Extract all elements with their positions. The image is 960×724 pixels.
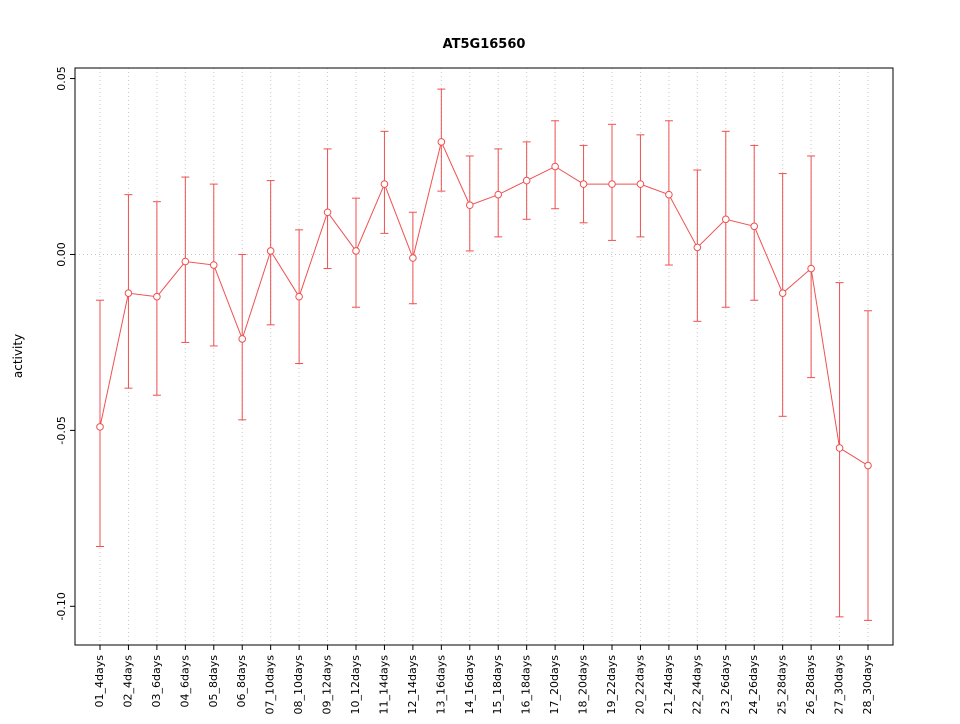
x-tick-label: 10_12days: [349, 655, 362, 715]
x-tick-label: 08_10days: [292, 655, 305, 715]
x-tick-label: 03_6days: [150, 655, 163, 708]
data-point: [494, 190, 503, 199]
x-tick-label: 23_26days: [719, 655, 732, 715]
x-tick-label: 18_20days: [577, 655, 590, 715]
plot-area: 0.05 0.00 -0.05 -0.10 01_4days 02_4days 03_6da…: [55, 66, 894, 715]
data-point: [750, 222, 759, 231]
data-point: [522, 176, 531, 185]
y-tick-label: -0.05: [55, 416, 68, 444]
x-tick-label: 20_22days: [633, 655, 646, 715]
x-tick-label: 17_20days: [548, 655, 561, 715]
x-tick-label: 06_8days: [235, 655, 248, 708]
data-point: [124, 289, 133, 297]
data-point: [465, 201, 474, 210]
x-tick-label: 01_4days: [93, 655, 106, 708]
data-point: [323, 208, 332, 217]
data-point: [579, 180, 588, 188]
x-tick-label: 05_8days: [207, 655, 220, 708]
data-point: [238, 335, 247, 343]
data-point: [266, 247, 275, 255]
data-point: [181, 257, 190, 266]
x-tick-label: 27_30days: [833, 655, 846, 715]
chart-title: AT5G16560: [443, 37, 526, 52]
x-tick-label: 28_30days: [861, 655, 874, 715]
x-tick-label: 04_6days: [178, 655, 191, 708]
x-tick-label: 14_16days: [463, 655, 476, 715]
x-tick-label: 09_12days: [321, 655, 334, 715]
x-tick-label: 22_24days: [690, 655, 703, 715]
x-tick-label: 07_10days: [264, 655, 277, 715]
data-point: [693, 243, 702, 252]
series-line: [99, 140, 869, 466]
y-tick-label: -0.10: [55, 592, 68, 620]
data-point: [153, 292, 161, 301]
x-tick-label: 15_18days: [491, 655, 504, 715]
data-point: [209, 261, 218, 269]
data-point: [409, 254, 417, 262]
data-point: [551, 162, 559, 171]
y-tick-label: 0.00: [55, 242, 68, 267]
data-point: [807, 264, 815, 273]
x-tick-label: 12_14days: [406, 655, 419, 715]
x-tick-label: 16_18days: [520, 655, 533, 715]
data-point: [608, 180, 616, 188]
plot-border: [74, 67, 894, 646]
x-tick-label: 19_22days: [605, 655, 618, 715]
x-tick-label: 11_14days: [377, 655, 390, 715]
data-point: [721, 215, 730, 224]
data-point: [636, 180, 645, 188]
data-point: [864, 461, 872, 470]
y-tick-label: 0.05: [55, 66, 68, 91]
x-tick-label: 26_28days: [804, 655, 817, 715]
data-point: [380, 180, 389, 188]
data-point: [665, 190, 673, 199]
data-point: [352, 247, 360, 255]
y-axis-label: activity: [11, 334, 25, 378]
data-point: [835, 444, 844, 452]
data-point: [437, 138, 446, 146]
data-point: [778, 289, 787, 297]
data-point: [295, 292, 303, 301]
x-tick-label: 25_28days: [776, 655, 789, 715]
x-tick-label: 13_16days: [434, 655, 447, 715]
x-tick-label: 21_24days: [662, 655, 675, 715]
x-tick-label: 24_26days: [747, 655, 760, 715]
x-tick-label: 02_4days: [121, 655, 134, 708]
data-point: [96, 423, 104, 431]
